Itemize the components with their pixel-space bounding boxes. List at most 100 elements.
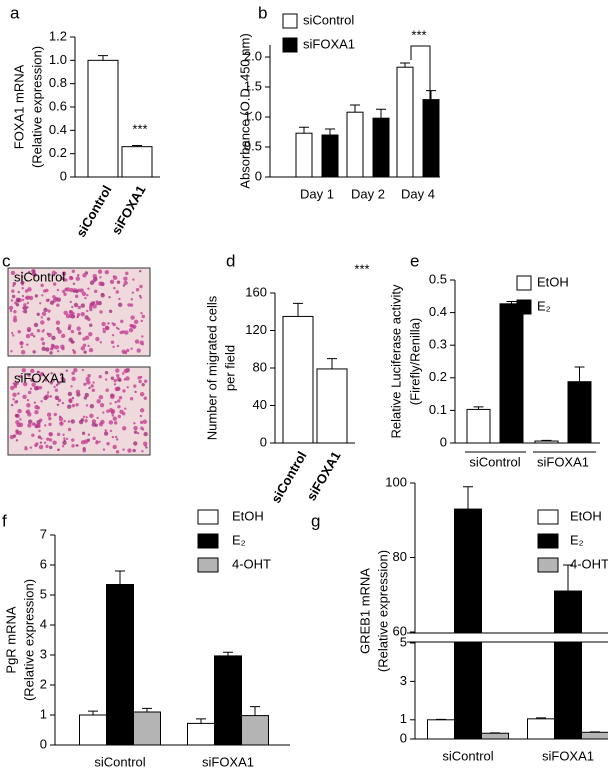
error-bar [327,358,337,369]
cell [111,394,115,398]
cell [12,334,15,337]
cell [104,429,107,432]
cell [55,320,61,325]
cell [39,372,45,377]
error-bar [142,707,152,712]
bar [295,132,313,178]
cell [92,279,96,283]
cell [104,378,108,381]
cell [57,329,62,334]
cell [87,433,91,436]
cell [60,344,65,349]
cell [116,373,120,378]
cell [118,297,121,301]
y-axis-label: GREB1 mRNA [357,568,372,654]
cell [36,329,41,333]
panel-label: b [258,3,267,22]
cell [25,409,31,414]
error-bar [541,439,552,442]
cell [17,430,23,436]
x-tick-label: siFOXA1 [108,183,148,237]
cell [71,371,75,375]
cell [124,330,129,335]
bar [422,99,440,178]
cell [13,310,17,314]
cell [27,373,31,377]
cell [83,350,87,354]
cell [58,416,64,422]
cell [90,384,94,388]
cell [98,440,101,443]
cell [56,349,60,353]
cell [72,340,75,344]
cell [48,422,52,427]
cell [29,446,33,449]
cell [60,421,63,424]
cell [20,271,24,274]
bar [481,732,509,740]
y-axis-label: (Relative expression) [375,550,390,672]
cell [56,303,60,307]
cell [140,311,143,315]
cell [76,274,80,277]
cell [101,283,105,287]
cell [133,319,139,324]
cell [15,420,20,425]
y-tick-label: 1 [400,711,407,726]
cell [42,329,45,332]
cell [33,401,37,404]
cell [115,368,120,373]
cell [109,279,115,285]
cell [20,281,24,285]
y-tick-label: 80 [253,359,267,374]
panel-label: a [10,3,20,22]
legend-label: E₂ [537,298,551,313]
y-tick-label: 0.2 [429,369,447,384]
cell [120,319,124,324]
cell [128,327,134,333]
cell [87,344,90,348]
cell [82,415,86,419]
x-tick-label: Day 4 [401,186,435,201]
cell [57,398,62,403]
cell [137,376,141,380]
cell [75,403,79,407]
cell [93,289,98,294]
y-tick-label: 40 [253,397,267,412]
cell [70,419,75,424]
cell [141,382,145,387]
y-tick-label: 120 [245,322,267,337]
y-axis-label: (Relative expression) [21,579,36,701]
cell [39,302,42,305]
x-tick-label: siFOXA1 [537,454,589,469]
cell [46,391,50,394]
cell [138,269,142,273]
cell [29,387,33,390]
cell [89,413,94,418]
cell [140,319,143,323]
cell [122,448,125,451]
legend-label: EtOH [232,508,264,523]
cell [72,282,76,286]
panel-label: g [311,511,320,530]
cell [125,271,129,276]
cell [133,430,138,434]
cell [52,295,56,299]
y-tick-label: 0 [60,168,67,183]
cell [100,293,105,298]
cell [110,376,115,380]
bar [282,315,314,444]
cell [79,288,84,293]
cell [133,422,136,425]
cell [68,399,73,404]
legend-swatch [516,299,532,315]
cell [65,287,71,292]
cell [98,422,104,427]
y-tick-label: 2.0 [244,48,262,63]
cell [75,444,78,447]
cell [17,330,21,334]
legend-swatch [537,533,559,549]
cell [46,332,49,336]
annotation: *** [354,261,369,276]
cell [96,416,99,420]
